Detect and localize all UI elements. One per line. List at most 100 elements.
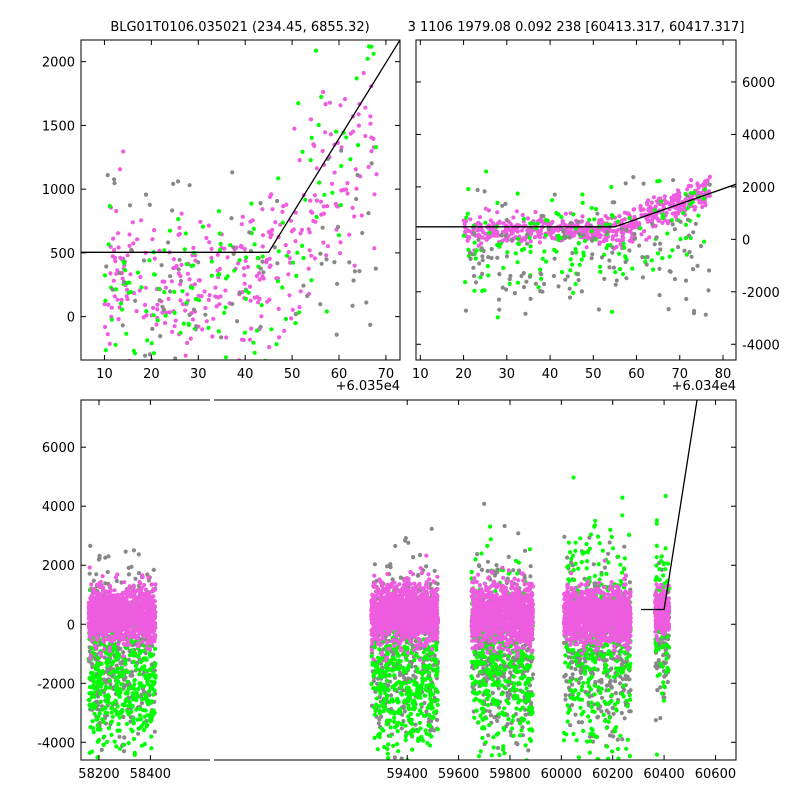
data-point [87,702,92,707]
data-point [91,578,96,583]
data-point [152,256,157,261]
data-point [181,321,186,326]
data-point [473,256,478,261]
data-point [702,187,708,192]
data-point [276,176,281,181]
data-point [672,277,678,282]
data-point [129,669,134,675]
data-point [225,255,230,260]
data-point [95,680,100,685]
data-point [411,678,416,683]
data-point [689,177,694,183]
data-point [97,596,102,602]
data-point [398,659,403,664]
data-point [246,391,250,395]
data-point [112,294,117,299]
data-point [612,222,618,227]
data-point [87,691,92,696]
data-point [559,214,564,220]
data-point [318,251,323,256]
data-point [131,598,136,603]
data-point [482,288,487,293]
data-point [324,257,329,262]
data-point [404,657,409,662]
data-point [672,227,678,232]
data-point [374,696,379,701]
data-point [133,298,138,303]
data-point [411,692,417,697]
data-point [179,211,184,216]
data-point [117,654,122,659]
data-point [312,256,318,261]
data-point [618,242,623,247]
data-point [140,601,145,607]
data-point [403,536,408,541]
data-point [243,258,248,263]
data-point [389,693,394,698]
data-point [567,235,572,240]
data-point [229,216,234,221]
data-point [131,720,136,725]
data-point [154,322,159,327]
data-point [207,293,212,298]
data-point [540,289,545,294]
data-point [679,207,684,212]
data-point [113,259,118,264]
data-point [137,706,143,711]
data-point [252,242,257,247]
data-point [110,619,115,624]
data-point [93,646,98,651]
data-point [114,650,119,656]
data-point [528,296,533,301]
data-point [102,324,108,330]
data-point [261,270,266,275]
data-point [135,667,140,672]
data-point [550,198,555,203]
data-point [151,692,156,697]
data-point [342,97,348,102]
data-point [177,257,182,262]
data-point [112,247,117,253]
data-point [294,273,299,278]
data-point [524,279,529,284]
data-point [87,607,92,612]
data-point [665,200,670,205]
data-point [297,158,302,163]
data-point [521,271,526,276]
data-point [96,557,101,562]
data-point [489,233,494,238]
data-point [276,306,281,311]
data-point [375,747,380,752]
data-point [127,635,132,640]
data-point [685,217,691,222]
data-point [136,617,141,623]
data-point [319,212,324,217]
data-point [149,699,154,704]
data-point [318,199,324,204]
data-point [139,617,144,622]
data-point [388,733,393,738]
data-point [309,278,314,283]
data-point [133,609,138,614]
data-point [111,236,116,241]
data-point [280,209,285,214]
data-point [106,726,112,731]
data-point [423,693,428,698]
data-point [242,281,247,286]
data-point [183,353,188,358]
data-point [408,689,413,694]
data-point [314,166,319,171]
data-point [423,728,428,733]
data-point [215,252,220,257]
data-point [660,256,665,261]
data-point [707,174,713,179]
data-point [275,198,280,204]
data-point [162,290,167,295]
data-point [626,211,631,216]
data-point [615,219,621,224]
data-point [360,230,365,236]
data-point [106,700,111,705]
data-point [657,218,662,223]
data-point [641,207,646,212]
data-point [114,657,119,662]
